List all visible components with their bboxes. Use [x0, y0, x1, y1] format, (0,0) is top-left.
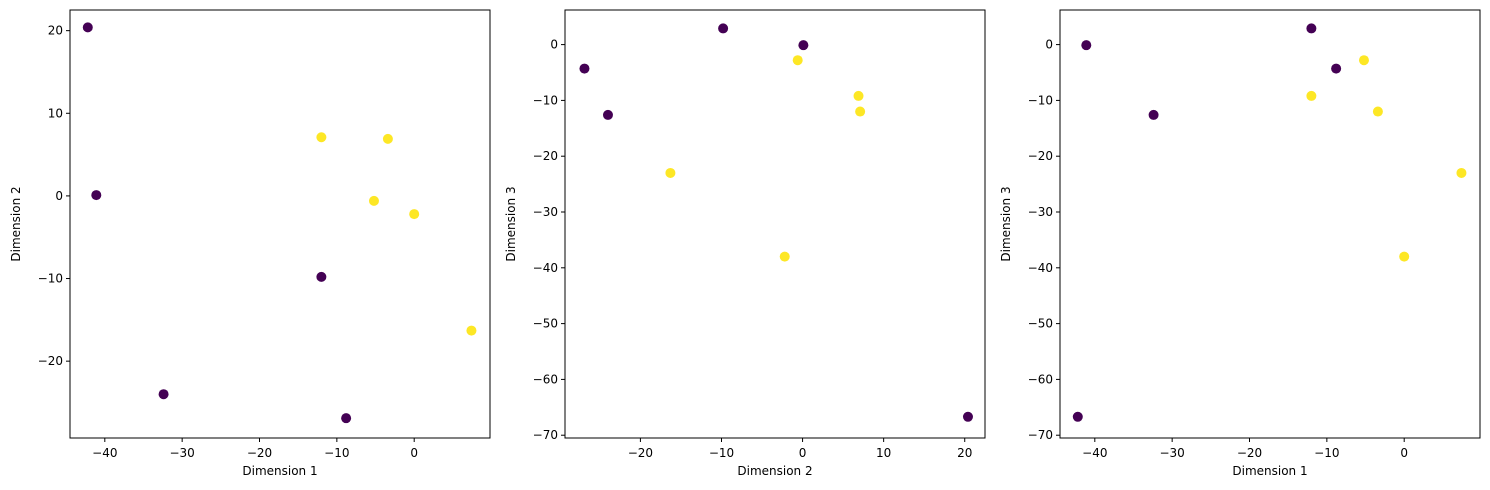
data-point: [341, 413, 352, 424]
subplot-1: −40 −30 −20 −10 0 −20 −10 0 10 20 Dimension 1 Dimen…: [9, 9, 491, 478]
x-tick-label: 20: [957, 446, 972, 460]
data-point: [779, 251, 790, 262]
y-tick-label: −30: [533, 205, 558, 219]
x-tick-label: −40: [1082, 446, 1107, 460]
data-point: [665, 167, 676, 178]
x-tick-label: −20: [628, 446, 653, 460]
data-point: [316, 271, 327, 282]
data-point: [91, 190, 102, 201]
data-point: [1306, 90, 1317, 101]
axes-frame: [69, 9, 491, 439]
data-point: [792, 55, 803, 66]
x-tick-label: 0: [410, 446, 418, 460]
data-point: [853, 90, 864, 101]
y-tick-label: −50: [533, 317, 558, 331]
x-tick-label: 0: [799, 446, 807, 460]
data-point: [798, 40, 809, 51]
data-point: [1081, 40, 1092, 51]
data-point: [1072, 411, 1083, 422]
data-point: [158, 389, 169, 400]
subplot-3: −40 −30 −20 −10 0 −70 −60 −50 −40 −30 −20 −10 0 Dimen…: [999, 9, 1481, 478]
data-point: [1331, 63, 1342, 74]
y-tick-label: −30: [1028, 205, 1053, 219]
x-tick-label: 10: [876, 446, 891, 460]
data-point: [1148, 109, 1159, 120]
x-tick-label: −20: [1237, 446, 1262, 460]
y-tick-label: −40: [533, 261, 558, 275]
y-tick-label: −40: [1028, 261, 1053, 275]
axes-frame: [564, 9, 986, 439]
data-point: [368, 195, 379, 206]
y-tick-label: −20: [38, 354, 63, 368]
y-tick-label: −60: [533, 372, 558, 386]
data-point: [1456, 167, 1467, 178]
x-tick-label: −30: [1159, 446, 1184, 460]
data-point: [382, 133, 393, 144]
y-tick-label: −20: [1028, 149, 1053, 163]
y-tick-label: 10: [48, 106, 63, 120]
y-axis-label: Dimension 2: [9, 186, 23, 261]
x-tick-label: −40: [92, 446, 117, 460]
x-tick-label: −30: [169, 446, 194, 460]
data-point: [82, 22, 93, 33]
subplot-2: −20 −10 0 10 20 −70 −60 −50 −40 −30 −20 −10 0 Dimensi…: [504, 9, 986, 478]
data-point: [316, 132, 327, 143]
data-point: [466, 325, 477, 336]
data-point: [579, 63, 590, 74]
y-tick-label: −60: [1028, 372, 1053, 386]
data-point: [409, 209, 420, 220]
y-tick-label: −10: [1028, 93, 1053, 107]
data-point: [602, 109, 613, 120]
x-tick-label: 0: [1400, 446, 1408, 460]
y-tick-label: −20: [533, 149, 558, 163]
x-axis-label: Dimension 2: [737, 464, 812, 478]
y-tick-label: −70: [533, 428, 558, 442]
x-tick-label: −10: [324, 446, 349, 460]
y-axis-label: Dimension 3: [504, 186, 518, 261]
y-tick-label: 0: [55, 189, 63, 203]
data-point: [855, 106, 866, 117]
data-point: [1306, 23, 1317, 34]
data-point: [1372, 106, 1383, 117]
axes-frame: [1059, 9, 1481, 439]
y-tick-label: 0: [550, 38, 558, 52]
y-axis-label: Dimension 3: [999, 186, 1013, 261]
data-point: [1399, 251, 1410, 262]
x-tick-label: −10: [1314, 446, 1339, 460]
y-tick-label: −70: [1028, 428, 1053, 442]
data-point: [962, 411, 973, 422]
y-tick-label: −10: [533, 93, 558, 107]
y-tick-label: −10: [38, 272, 63, 286]
data-point: [718, 23, 729, 34]
y-tick-label: 0: [1045, 38, 1053, 52]
y-tick-label: −50: [1028, 317, 1053, 331]
x-axis-label: Dimension 1: [1232, 464, 1307, 478]
x-axis-label: Dimension 1: [242, 464, 317, 478]
x-tick-label: −20: [247, 446, 272, 460]
y-tick-label: 20: [48, 24, 63, 38]
data-point: [1358, 55, 1369, 66]
x-tick-label: −10: [709, 446, 734, 460]
